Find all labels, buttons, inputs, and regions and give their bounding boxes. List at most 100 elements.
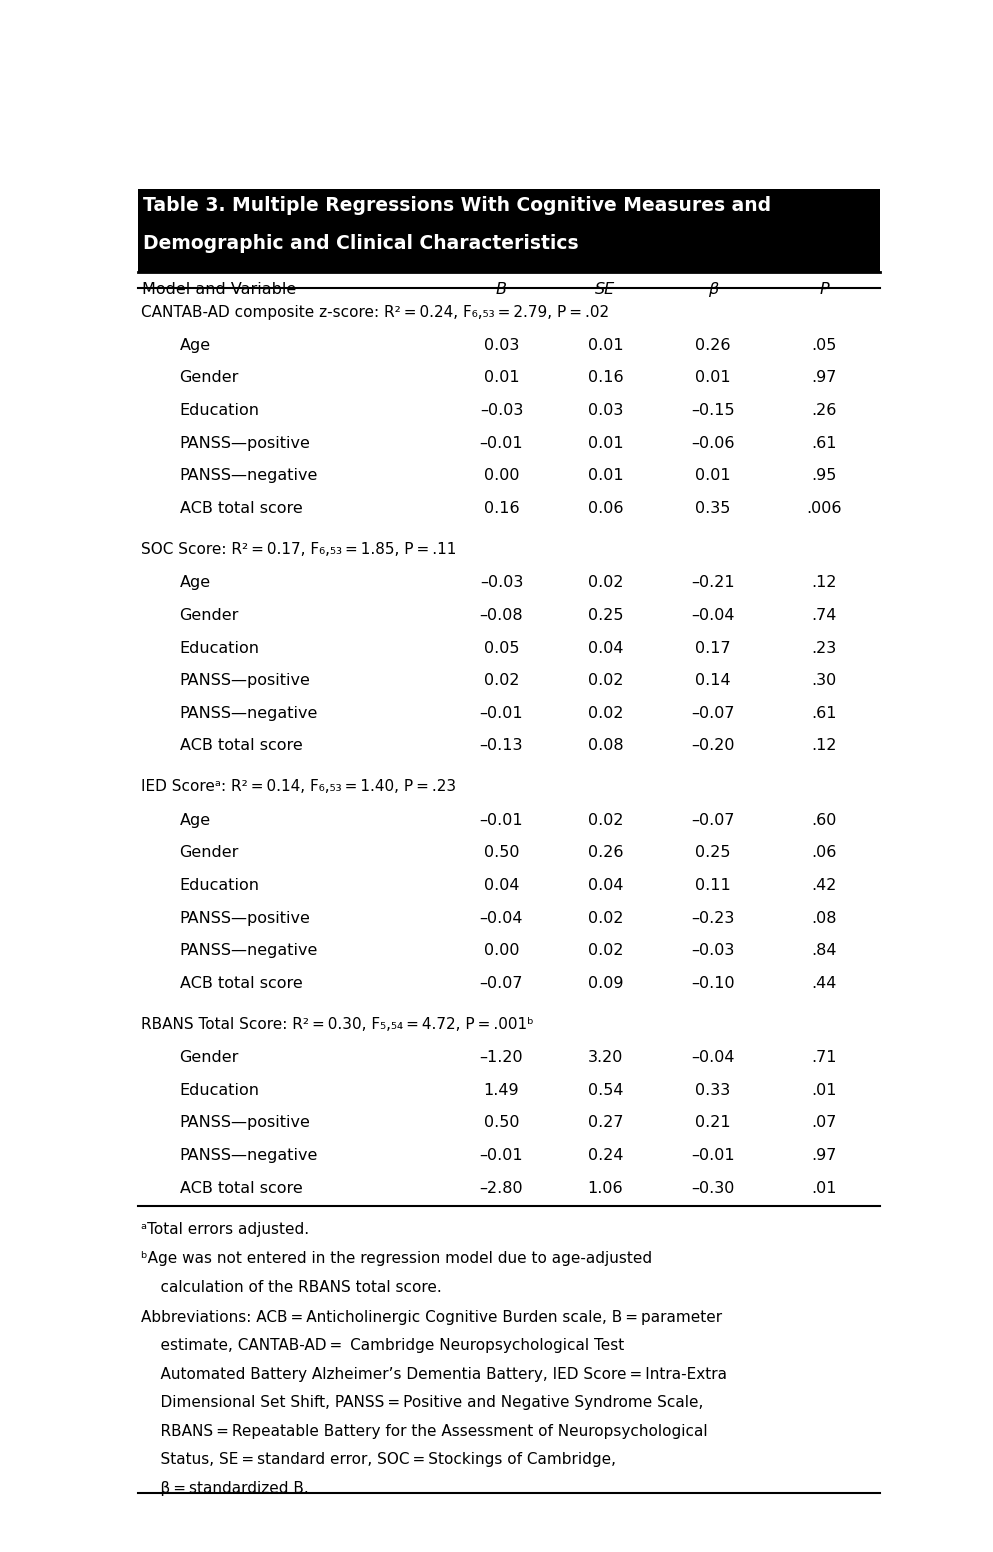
Text: 0.50: 0.50 [484, 1116, 519, 1130]
Text: 0.21: 0.21 [695, 1116, 731, 1130]
Text: PANSS—positive: PANSS—positive [180, 1116, 311, 1130]
Text: .26: .26 [811, 404, 837, 417]
Text: PANSS—negative: PANSS—negative [180, 944, 318, 958]
Text: 0.11: 0.11 [695, 878, 731, 892]
Text: β = standardized B.: β = standardized B. [141, 1481, 309, 1496]
Text: –0.20: –0.20 [691, 739, 735, 753]
Text: 0.03: 0.03 [588, 404, 623, 417]
Text: ᵇAge was not entered in the regression model due to age-adjusted: ᵇAge was not entered in the regression m… [141, 1251, 652, 1266]
Text: 0.02: 0.02 [588, 706, 623, 720]
Text: 0.25: 0.25 [588, 608, 623, 622]
Text: Age: Age [180, 338, 211, 352]
Text: –0.10: –0.10 [691, 976, 735, 990]
Text: –0.13: –0.13 [480, 739, 523, 753]
Text: estimate, CANTAB-AD =  Cambridge Neuropsychological Test: estimate, CANTAB-AD = Cambridge Neuropsy… [141, 1338, 625, 1353]
Text: PANSS—positive: PANSS—positive [180, 911, 311, 925]
Text: P: P [819, 282, 829, 296]
Text: 0.02: 0.02 [588, 911, 623, 925]
Text: .23: .23 [811, 641, 837, 655]
Text: Gender: Gender [180, 608, 239, 622]
Text: 0.01: 0.01 [695, 371, 731, 385]
FancyBboxPatch shape [138, 189, 880, 272]
Text: –0.04: –0.04 [691, 1051, 735, 1065]
Text: 0.54: 0.54 [588, 1083, 623, 1097]
Text: Gender: Gender [180, 846, 239, 860]
Text: .42: .42 [811, 878, 837, 892]
Text: 0.33: 0.33 [695, 1083, 731, 1097]
Text: –0.07: –0.07 [480, 976, 523, 990]
Text: –1.20: –1.20 [480, 1051, 523, 1065]
Text: 0.01: 0.01 [695, 469, 731, 483]
Text: 0.02: 0.02 [588, 576, 623, 590]
Text: ACB total score: ACB total score [180, 501, 302, 515]
Text: –0.03: –0.03 [480, 404, 523, 417]
Text: 0.01: 0.01 [588, 469, 624, 483]
Text: –0.01: –0.01 [480, 813, 523, 827]
Text: Education: Education [180, 878, 259, 892]
Text: –0.01: –0.01 [480, 436, 523, 450]
Text: Gender: Gender [180, 371, 239, 385]
Text: .97: .97 [811, 1148, 837, 1162]
Text: Gender: Gender [180, 1051, 239, 1065]
Text: 0.35: 0.35 [695, 501, 731, 515]
Text: .30: .30 [811, 674, 837, 688]
Text: –0.08: –0.08 [480, 608, 523, 622]
Text: RBANS = Repeatable Battery for the Assessment of Neuropsychological: RBANS = Repeatable Battery for the Asses… [141, 1423, 708, 1439]
Text: B: B [496, 282, 507, 296]
Text: Age: Age [180, 813, 211, 827]
Text: 0.26: 0.26 [695, 338, 731, 352]
Text: –0.03: –0.03 [691, 944, 735, 958]
Text: 0.02: 0.02 [588, 944, 623, 958]
Text: 0.50: 0.50 [484, 846, 519, 860]
Text: 0.17: 0.17 [695, 641, 731, 655]
Text: 1.49: 1.49 [484, 1083, 519, 1097]
Text: –0.21: –0.21 [691, 576, 735, 590]
Text: .08: .08 [811, 911, 837, 925]
Text: IED Scoreᵃ: R² = 0.14, F₆,₅₃ = 1.40, P = .23: IED Scoreᵃ: R² = 0.14, F₆,₅₃ = 1.40, P =… [141, 779, 456, 795]
Text: 0.05: 0.05 [484, 641, 519, 655]
Text: ACB total score: ACB total score [180, 739, 302, 753]
Text: 3.20: 3.20 [588, 1051, 623, 1065]
Text: .95: .95 [811, 469, 837, 483]
Text: PANSS—negative: PANSS—negative [180, 706, 318, 720]
Text: PANSS—positive: PANSS—positive [180, 674, 311, 688]
Text: 0.06: 0.06 [588, 501, 623, 515]
Text: –0.30: –0.30 [691, 1181, 735, 1195]
Text: Education: Education [180, 404, 259, 417]
Text: .006: .006 [806, 501, 842, 515]
Text: PANSS—negative: PANSS—negative [180, 469, 318, 483]
Text: .74: .74 [811, 608, 837, 622]
Text: Dimensional Set Shift, PANSS = Positive and Negative Syndrome Scale,: Dimensional Set Shift, PANSS = Positive … [141, 1395, 703, 1411]
Text: Automated Battery Alzheimer’s Dementia Battery, IED Score = Intra-Extra: Automated Battery Alzheimer’s Dementia B… [141, 1367, 727, 1381]
Text: .05: .05 [811, 338, 837, 352]
Text: –0.07: –0.07 [691, 813, 735, 827]
Text: –0.03: –0.03 [480, 576, 523, 590]
Text: 0.14: 0.14 [695, 674, 731, 688]
Text: –0.07: –0.07 [691, 706, 735, 720]
Text: PANSS—positive: PANSS—positive [180, 436, 311, 450]
Text: ᵃTotal errors adjusted.: ᵃTotal errors adjusted. [141, 1221, 309, 1237]
Text: .61: .61 [811, 706, 837, 720]
Text: –0.23: –0.23 [691, 911, 735, 925]
Text: CANTAB-AD composite z-score: R² = 0.24, F₆,₅₃ = 2.79, P = .02: CANTAB-AD composite z-score: R² = 0.24, … [141, 304, 609, 320]
Text: Table 3. Multiple Regressions With Cognitive Measures and: Table 3. Multiple Regressions With Cogni… [143, 196, 771, 214]
Text: 0.04: 0.04 [484, 878, 519, 892]
Text: .60: .60 [811, 813, 837, 827]
Text: ACB total score: ACB total score [180, 976, 302, 990]
Text: –0.06: –0.06 [691, 436, 735, 450]
Text: Age: Age [180, 576, 211, 590]
Text: –2.80: –2.80 [480, 1181, 523, 1195]
Text: 0.02: 0.02 [588, 813, 623, 827]
Text: 0.01: 0.01 [588, 436, 624, 450]
Text: 0.01: 0.01 [588, 338, 624, 352]
Text: 0.04: 0.04 [588, 878, 623, 892]
Text: 0.04: 0.04 [588, 641, 623, 655]
Text: .12: .12 [811, 739, 837, 753]
Text: 0.03: 0.03 [484, 338, 519, 352]
Text: .97: .97 [811, 371, 837, 385]
Text: 1.06: 1.06 [588, 1181, 624, 1195]
Text: RBANS Total Score: R² = 0.30, F₅,₅₄ = 4.72, P = .001ᵇ: RBANS Total Score: R² = 0.30, F₅,₅₄ = 4.… [141, 1017, 534, 1032]
Text: –0.01: –0.01 [480, 706, 523, 720]
Text: –0.04: –0.04 [691, 608, 735, 622]
Text: 0.00: 0.00 [484, 469, 519, 483]
